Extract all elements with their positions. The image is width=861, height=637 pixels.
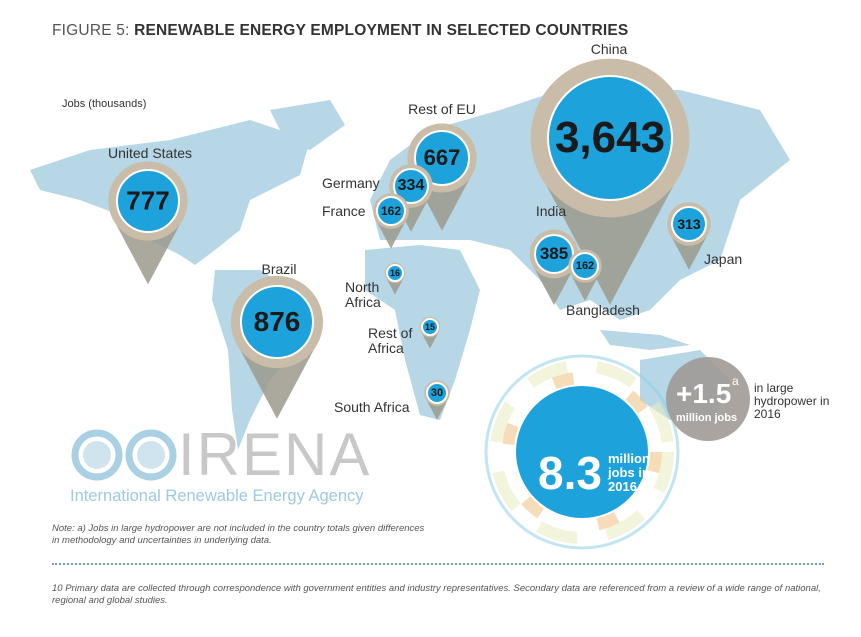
bubble-germany	[393, 168, 429, 204]
pin-tail-bangladesh	[571, 275, 599, 301]
value-south-africa: 30	[430, 387, 444, 399]
bubble-rest-of-africa	[421, 318, 439, 336]
figure-title-text: RENEWABLE ENERGY EMPLOYMENT IN SELECTED …	[134, 22, 629, 39]
pin-tail-china	[546, 185, 674, 305]
hydro-unit: million jobs	[676, 412, 738, 424]
pins-layer	[108, 58, 711, 420]
divider	[52, 563, 824, 565]
pin-tail-brazil	[240, 349, 314, 419]
pin-tail-united-states	[116, 224, 180, 285]
label-rest-of-africa: Rest of Africa	[368, 325, 413, 356]
irena-logo-text: IRENA	[178, 421, 372, 488]
pin-tail-north-africa	[386, 279, 404, 295]
bubble-south-africa	[426, 382, 448, 404]
figure-number: FIGURE 5:	[52, 22, 135, 39]
label-brazil: Brazil	[261, 261, 297, 277]
bubble-rest-of-eu	[414, 130, 470, 186]
total-jobs-text: million jobs in 2016	[608, 451, 650, 494]
value-france: 162	[380, 204, 402, 218]
total-jobs-value: 8.3	[538, 447, 602, 499]
bubble-bangladesh	[571, 252, 599, 280]
bubble-north-africa	[386, 264, 404, 282]
units-label: Jobs (thousands)	[62, 98, 147, 110]
irena-subtitle: International Renewable Energy Agency	[70, 487, 364, 505]
indonesia	[600, 330, 690, 350]
bubble-united-states	[116, 169, 180, 233]
value-rest-of-eu: 667	[423, 145, 461, 170]
value-china: 3,643	[554, 113, 666, 162]
pin-tail-france	[376, 221, 406, 249]
pin-tail-south-africa	[426, 400, 448, 420]
note: Note: a) Jobs in large hydropower are no…	[52, 523, 425, 546]
label-india: India	[535, 203, 567, 219]
pin-tail-rest-of-africa	[421, 333, 439, 349]
bubble-india	[534, 234, 574, 274]
value-germany: 334	[397, 177, 425, 194]
bubble-france	[376, 196, 406, 226]
irena-logo-icon	[71, 429, 177, 481]
total-jobs-circle	[516, 386, 648, 518]
label-france: France	[322, 203, 366, 219]
label-south-africa: South Africa	[334, 399, 410, 415]
value-north-africa: 16	[389, 268, 401, 278]
hydro-text: in large hydropower in 2016	[754, 381, 830, 421]
pin-tail-india	[534, 268, 574, 306]
hydro-footnote-mark: a	[732, 374, 739, 388]
value-united-states: 777	[126, 185, 170, 216]
footnote: 10 Primary data are collected through co…	[52, 583, 821, 606]
label-rest-of-eu: Rest of EU	[408, 101, 476, 117]
pin-tail-japan	[671, 237, 707, 270]
label-japan: Japan	[704, 251, 743, 267]
value-india: 385	[539, 244, 569, 263]
hydro-circle	[666, 357, 750, 441]
value-brazil: 876	[253, 306, 301, 337]
label-bangladesh: Bangladesh	[566, 302, 640, 318]
value-rest-of-africa: 15	[424, 322, 436, 332]
label-china: China	[590, 41, 628, 57]
total-rings	[484, 354, 680, 550]
figure-title: FIGURE 5: RENEWABLE ENERGY EMPLOYMENT IN…	[52, 22, 628, 40]
greenland	[270, 100, 345, 150]
bubble-china	[547, 75, 673, 201]
value-bangladesh: 162	[575, 260, 595, 272]
label-united-states: United States	[107, 145, 193, 161]
hydro-value: +1.5	[676, 378, 732, 409]
value-japan: 313	[677, 216, 701, 232]
bubble-japan	[671, 206, 707, 242]
label-germany: Germany	[322, 175, 380, 191]
label-north-africa: North Africa	[345, 279, 381, 310]
bubble-brazil	[240, 285, 314, 359]
